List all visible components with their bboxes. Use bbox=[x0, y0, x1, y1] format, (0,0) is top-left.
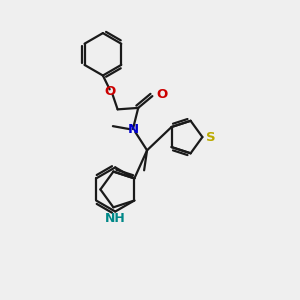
Text: N: N bbox=[128, 123, 139, 136]
Text: S: S bbox=[206, 130, 216, 143]
Text: NH: NH bbox=[104, 212, 125, 225]
Text: O: O bbox=[156, 88, 167, 101]
Text: O: O bbox=[105, 85, 116, 98]
